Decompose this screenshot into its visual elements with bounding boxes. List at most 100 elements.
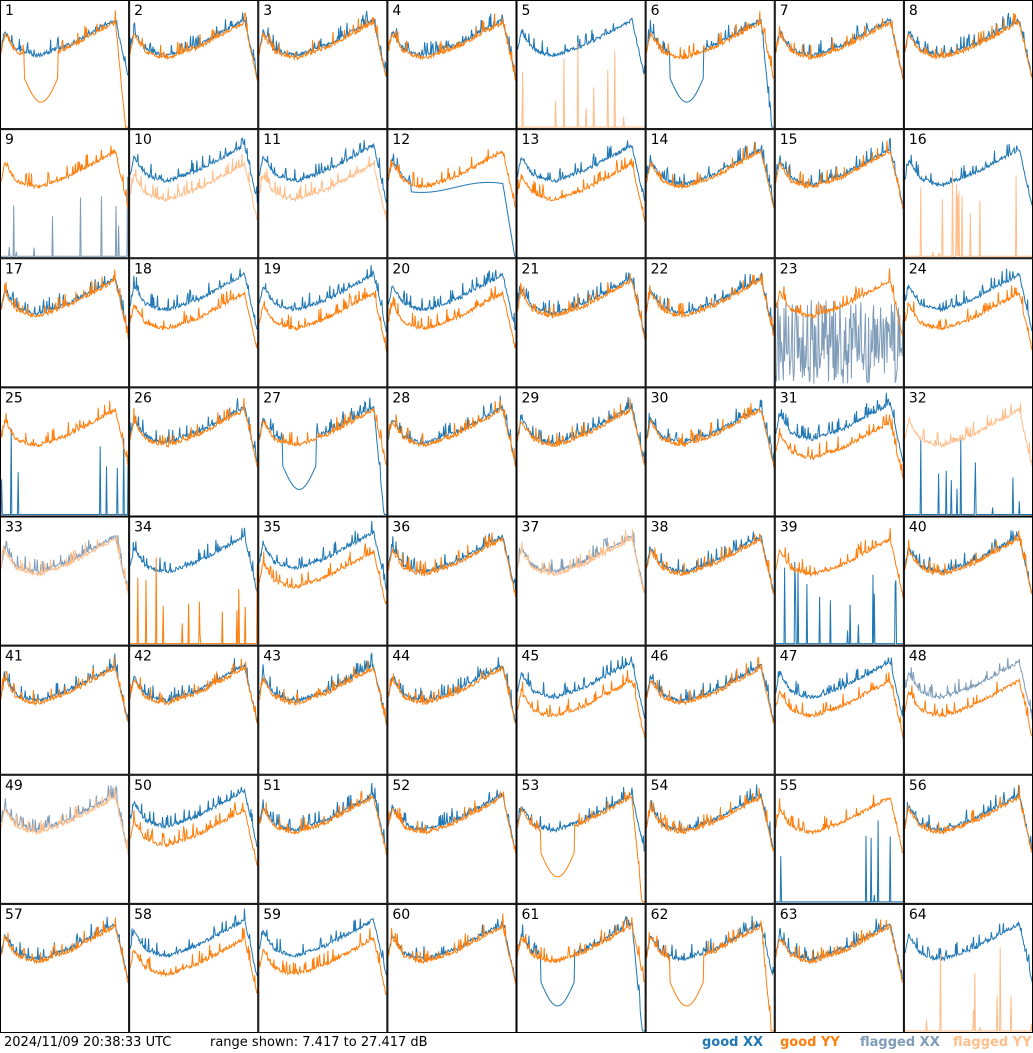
trace-xx-47 bbox=[775, 657, 904, 717]
panel-label: 16 bbox=[909, 132, 927, 148]
panel-label: 63 bbox=[780, 907, 798, 923]
panel-label: 51 bbox=[263, 778, 281, 794]
panel-border bbox=[516, 645, 646, 775]
trace-yy-62 bbox=[646, 920, 774, 1032]
panel-42: 42 bbox=[129, 645, 259, 775]
panel-9: 9 bbox=[0, 129, 130, 259]
panel-label: 18 bbox=[134, 261, 152, 277]
panel-16: 16 bbox=[903, 129, 1033, 259]
trace-yy-31 bbox=[775, 414, 904, 479]
panel-44: 44 bbox=[387, 645, 517, 775]
panel-border bbox=[0, 516, 130, 646]
panel-border bbox=[387, 258, 517, 388]
panel-border bbox=[774, 0, 904, 130]
panel-label: 54 bbox=[651, 778, 669, 794]
panel-border bbox=[258, 774, 388, 904]
trace-yy-4 bbox=[387, 13, 516, 81]
panel-label: 11 bbox=[263, 132, 281, 148]
panel-border bbox=[258, 0, 388, 130]
trace-yy-53 bbox=[517, 791, 645, 903]
trace-yy-6 bbox=[646, 11, 775, 79]
panel-border bbox=[129, 387, 259, 517]
panel-61: 61 bbox=[516, 903, 646, 1033]
panel-label: 48 bbox=[909, 649, 927, 665]
panel-border bbox=[258, 903, 388, 1033]
panel-55: 55 bbox=[774, 774, 904, 904]
panel-5: 5 bbox=[516, 0, 646, 130]
panel-label: 44 bbox=[392, 649, 410, 665]
panel-label: 57 bbox=[5, 907, 23, 923]
trace-yy-7 bbox=[775, 18, 904, 80]
trace-yy-24 bbox=[904, 285, 1033, 351]
trace-yy-39 bbox=[775, 528, 904, 598]
panel-label: 53 bbox=[522, 778, 540, 794]
panel-2: 2 bbox=[129, 0, 259, 130]
trace-xx-21 bbox=[517, 272, 646, 335]
panel-border bbox=[774, 774, 904, 904]
legend-flagged-yy: flagged YY bbox=[953, 1035, 1032, 1050]
panel-border bbox=[387, 516, 517, 646]
panel-border bbox=[258, 129, 388, 259]
panel-4: 4 bbox=[387, 0, 517, 130]
panel-border bbox=[129, 903, 259, 1033]
panel-31: 31 bbox=[774, 387, 904, 517]
panel-label: 49 bbox=[5, 778, 23, 794]
trace-yy-38 bbox=[646, 533, 775, 595]
panel-label: 6 bbox=[651, 3, 660, 19]
trace-yy-9 bbox=[0, 145, 129, 210]
panel-10: 10 bbox=[129, 129, 259, 259]
trace-yy-42 bbox=[129, 658, 258, 724]
trace-yy-48 bbox=[904, 677, 1033, 737]
panel-label: 2 bbox=[134, 3, 143, 19]
trace-yy-25 bbox=[0, 400, 129, 466]
panel-label: 46 bbox=[651, 649, 669, 665]
trace-yy-47 bbox=[775, 672, 904, 739]
panel-35: 35 bbox=[258, 516, 388, 646]
trace-xx-57 bbox=[0, 916, 129, 979]
panel-border bbox=[387, 387, 517, 517]
panel-border bbox=[258, 516, 388, 646]
panel-1: 1 bbox=[0, 0, 130, 130]
panel-border bbox=[129, 774, 259, 904]
trace-yy-58 bbox=[129, 927, 258, 994]
panel-border bbox=[516, 129, 646, 259]
panel-label: 4 bbox=[392, 3, 401, 19]
trace-yy-40 bbox=[904, 530, 1033, 595]
panel-19: 19 bbox=[258, 258, 388, 388]
trace-xx-55 bbox=[775, 820, 903, 903]
panel-label: 1 bbox=[5, 3, 14, 19]
trace-yy-28 bbox=[387, 399, 516, 468]
panel-label: 13 bbox=[522, 132, 540, 148]
panel-label: 17 bbox=[5, 261, 23, 277]
panel-51: 51 bbox=[258, 774, 388, 904]
trace-xx-9 bbox=[1, 176, 129, 257]
trace-yy-33 bbox=[0, 534, 129, 595]
trace-yy-5 bbox=[517, 42, 645, 128]
panel-label: 34 bbox=[134, 520, 152, 536]
panel-22: 22 bbox=[645, 258, 775, 388]
panel-label: 26 bbox=[134, 390, 152, 406]
trace-yy-59 bbox=[258, 928, 387, 996]
trace-xx-11 bbox=[258, 140, 387, 203]
trace-xx-56 bbox=[904, 784, 1033, 853]
panel-border bbox=[645, 129, 775, 259]
panel-62: 62 bbox=[645, 903, 775, 1033]
trace-yy-43 bbox=[258, 660, 387, 726]
trace-yy-10 bbox=[129, 154, 258, 220]
trace-yy-45 bbox=[517, 670, 646, 738]
panel-label: 47 bbox=[780, 649, 798, 665]
trace-xx-58 bbox=[129, 908, 258, 977]
trace-xx-8 bbox=[904, 12, 1033, 77]
trace-yy-44 bbox=[387, 665, 516, 724]
panel-border bbox=[129, 258, 259, 388]
panel-border bbox=[387, 0, 517, 130]
trace-xx-64 bbox=[904, 920, 1033, 982]
panel-3: 3 bbox=[258, 0, 388, 130]
panel-label: 60 bbox=[392, 907, 410, 923]
trace-yy-14 bbox=[646, 141, 775, 208]
panel-40: 40 bbox=[903, 516, 1033, 646]
legend-flagged-xx: flagged XX bbox=[860, 1035, 940, 1050]
trace-yy-22 bbox=[646, 274, 775, 336]
panel-label: 35 bbox=[263, 520, 281, 536]
panel-label: 30 bbox=[651, 390, 669, 406]
